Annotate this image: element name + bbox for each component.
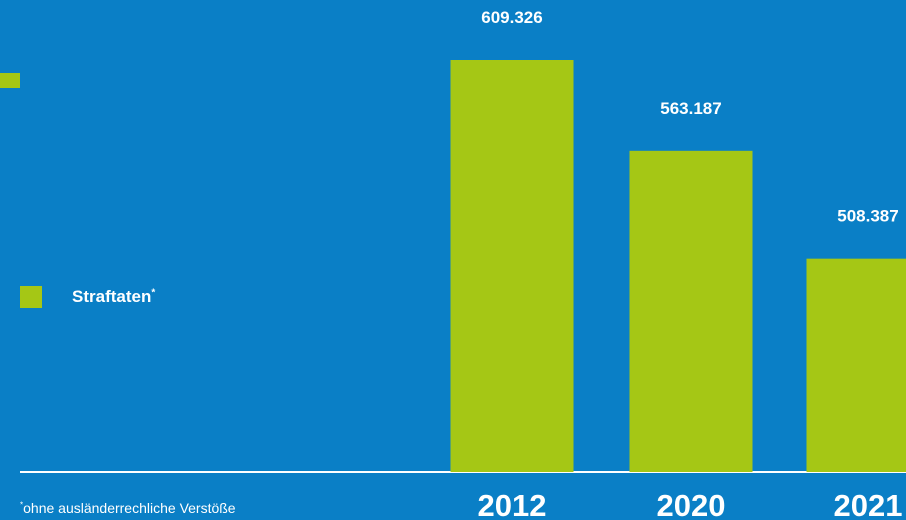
data-label-2012: 609.326	[481, 8, 542, 27]
legend-label: Straftaten*	[72, 287, 155, 307]
x-tick-label-2012: 2012	[478, 488, 547, 520]
footnote-marker: *	[20, 500, 24, 510]
legend-swatch	[20, 286, 42, 308]
bar-2020	[629, 150, 753, 473]
footnote-text: ohne ausländerrechliche Verstöße	[23, 500, 236, 516]
bar-2021	[806, 258, 906, 472]
legend: Straftaten*	[20, 286, 155, 308]
x-tick-label-2020: 2020	[657, 488, 726, 520]
decorative-square	[0, 73, 20, 88]
footnote: *ohne ausländerrechliche Verstöße	[20, 500, 236, 516]
x-tick-label-2021: 2021	[834, 488, 903, 520]
data-label-2021: 508.387	[837, 207, 898, 226]
legend-footnote-marker: *	[151, 287, 156, 299]
legend-label-text: Straftaten	[72, 287, 152, 306]
bar-2012	[450, 60, 574, 472]
data-label-2020: 563.187	[660, 99, 721, 118]
